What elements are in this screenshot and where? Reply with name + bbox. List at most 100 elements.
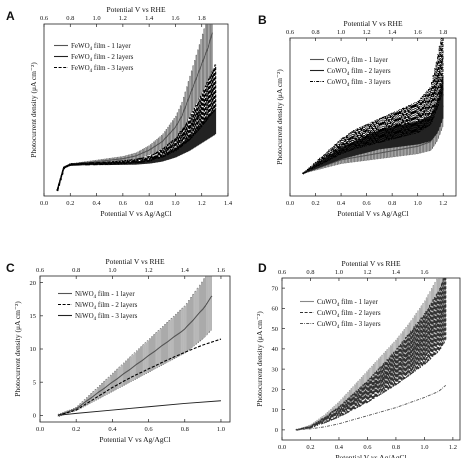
x2-axis-title: Potential V vs RHE [105,257,165,266]
x-axis-title: Potential V vs Ag/AgCl [100,209,171,218]
x-tick-label: 0.4 [108,426,117,433]
x-tick-label: 0.0 [286,200,294,207]
x-tick-label: 1.0 [420,444,428,451]
series-line-3 [296,384,447,431]
chart-panel-a: A 0.0 0.2 0.4 0.6 0.8 1.0 1.2 1.4 0.6 0.8 1.0 1.2 1.4… [6,5,233,218]
y-axis-title: Photocurrent density (μA cm⁻²) [29,62,38,158]
x-tick-label: 0.8 [181,426,189,433]
x-tick-label: 0.2 [72,426,80,433]
x-tick-label: 1.2 [198,200,206,207]
y-tick-label: 10 [30,346,37,353]
x-tick-label: 1.0 [171,200,179,207]
series-trend-1 [302,105,444,174]
y-tick-label: 0 [275,427,278,434]
panel-letter: D [258,261,267,275]
series-group [56,24,217,192]
x2-tick-label: 0.6 [278,269,287,276]
series-group [302,38,444,175]
y-tick-label: 60 [272,306,279,313]
y-tick-label: 20 [30,280,37,287]
series-trend-3 [56,86,216,191]
legend-entry: NiWO4 film - 3 layers [75,312,138,322]
x2-tick-label: 1.6 [171,15,180,22]
x-tick-label: 0.4 [337,200,346,207]
series-line-3 [56,64,217,192]
chart-panel-b: B 0.0 0.2 0.4 0.6 0.8 1.0 1.2 0.6 0.8 1.0 1.2 1.4 1.6… [258,13,457,218]
x2-axis-title: Potential V vs RHE [341,259,401,268]
y-axis-title: Photocurrent density (μA cm⁻²) [255,311,264,407]
series-line-1 [57,276,212,417]
x-tick-label: 0.2 [66,200,74,207]
x2-tick-label: 1.4 [181,267,190,274]
series-line-1 [56,24,213,192]
series-line-3 [58,400,221,416]
x2-axis-title: Potential V vs RHE [106,5,166,14]
chart-panel-c: C 0.0 0.2 0.4 0.6 0.8 1.0 0.6 0.8 1.0 1.2 1.4 1.6 0 5 1… [6,257,231,444]
x-tick-label: 0.2 [311,200,319,207]
panel-letter: B [258,13,267,27]
x2-tick-label: 1.0 [108,267,116,274]
series-group [57,276,222,417]
legend-entry: CuWO4 film - 2 layers [317,309,381,319]
legend-entry: NiWO4 film - 2 layers [75,301,138,311]
x-axis-title: Potential V vs Ag/AgCl [337,209,408,218]
y-tick-label: 15 [30,313,37,320]
x2-tick-label: 0.6 [286,29,295,36]
x-tick-label: 0.4 [335,444,344,451]
y-tick-label: 70 [272,285,279,292]
x2-tick-label: 1.2 [145,267,153,274]
x2-tick-label: 1.6 [414,29,423,36]
legend-entry: NiWO4 film - 1 layer [75,290,135,300]
series-trend-1 [57,295,213,416]
x2-tick-label: 0.8 [311,29,319,36]
x-tick-label: 0.6 [363,200,372,207]
legend-entry: FeWO4 film - 1 layer [71,42,131,52]
x-tick-label: 0.2 [306,444,314,451]
plot-frame [281,277,461,441]
x-axis-title: Potential V vs Ag/AgCl [99,435,170,444]
x-tick-label: 1.2 [439,200,447,207]
x2-tick-label: 0.6 [36,267,45,274]
x-tick-label: 0.4 [93,200,102,207]
y-tick-label: 20 [272,387,279,394]
x2-tick-label: 1.6 [217,267,226,274]
x-tick-label: 1.4 [224,200,233,207]
x-tick-label: 1.0 [217,426,225,433]
x-tick-label: 1.0 [414,200,422,207]
x-tick-label: 1.2 [449,444,457,451]
legend-entry: FeWO4 film - 3 layers [71,64,134,74]
x2-tick-label: 0.6 [40,15,49,22]
y-axis-title: Photocurrent density (μA cm⁻²) [275,69,284,165]
x2-tick-label: 1.2 [119,15,127,22]
series-line-2 [57,338,222,416]
legend-entry: CuWO4 film - 1 layer [317,298,378,308]
legend-entry: CoWO4 film - 3 layers [327,78,391,88]
x2-tick-label: 1.2 [363,269,371,276]
x-tick-label: 0.6 [119,200,128,207]
x2-tick-label: 1.0 [93,15,101,22]
y-tick-label: 30 [272,366,279,373]
panel-letter: C [6,261,15,275]
x2-tick-label: 1.8 [439,29,447,36]
x2-tick-label: 1.0 [337,29,345,36]
x-tick-label: 0.8 [388,200,396,207]
legend-entry: CuWO4 film - 3 layers [317,320,381,330]
x-tick-label: 0.0 [278,444,286,451]
x-tick-label: 0.6 [363,444,372,451]
y-tick-label: 50 [272,326,279,333]
series-trend-3 [302,55,444,174]
panel-letter: A [6,9,15,23]
x2-tick-label: 0.8 [66,15,74,22]
x2-tick-label: 1.8 [198,15,206,22]
x2-tick-label: 1.4 [388,29,397,36]
y-tick-label: 0 [33,413,36,420]
x2-tick-label: 1.0 [335,269,343,276]
x-tick-label: 0.0 [40,200,48,207]
y-tick-label: 40 [272,346,279,353]
series-group [295,278,447,431]
x-tick-label: 0.6 [145,426,154,433]
plot-frame [43,23,229,197]
